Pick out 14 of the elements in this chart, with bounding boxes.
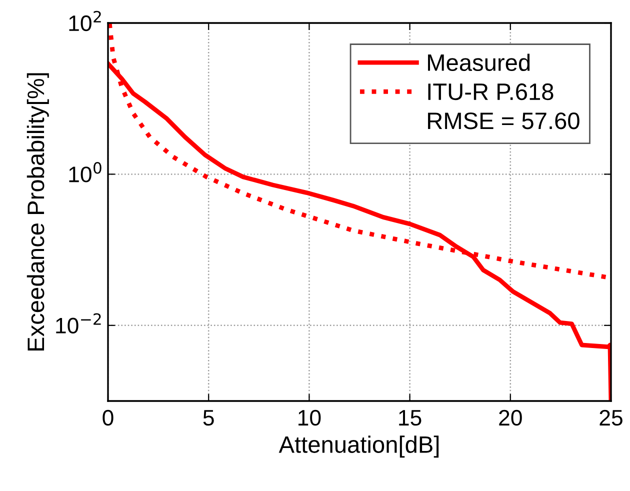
x-tick-label: 0 bbox=[102, 410, 114, 426]
y-tick-label: 10$^{2}$ bbox=[69, 10, 101, 32]
legend-label: ITU-R P.618 bbox=[428, 83, 554, 100]
x-tick-label: 20 bbox=[499, 410, 522, 426]
y-tick-label: 10$^{0}$ bbox=[69, 162, 102, 182]
x-tick-label: 5 bbox=[203, 410, 214, 426]
x-axis-title: Attenuation[dB] bbox=[278, 436, 439, 458]
x-tick-label: 10 bbox=[298, 410, 321, 426]
y-tick-label: 10$^{−2}$ bbox=[56, 313, 101, 334]
x-tick-label: 15 bbox=[399, 410, 422, 426]
legend-label: Measured bbox=[428, 54, 530, 72]
x-tick-label: 25 bbox=[600, 410, 622, 426]
annotation: RMSE = 57.60 bbox=[428, 112, 580, 130]
y-axis-title: Exceedance Probability[%] bbox=[26, 73, 49, 350]
